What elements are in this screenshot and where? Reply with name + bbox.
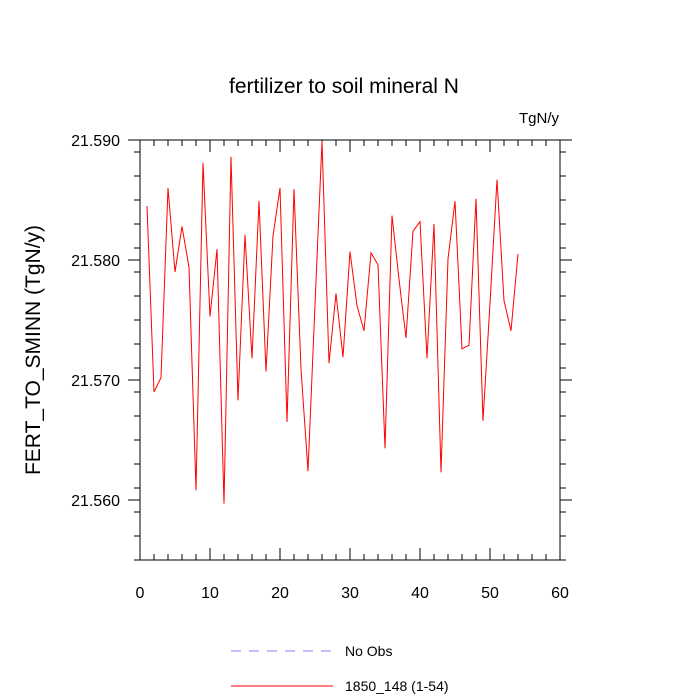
- y-axis-label: FERT_TO_SMINN (TgN/y): [22, 225, 45, 475]
- legend: No Obs 1850_148 (1-54): [231, 643, 449, 694]
- plot-frame: [139, 139, 561, 561]
- axis-ticks: 0 10 20 30 40 50 60 21.560 21.570 21.580 21.590: [71, 133, 572, 602]
- x-tick-label: 30: [341, 585, 359, 602]
- x-tick-label: 40: [411, 585, 429, 602]
- x-tick-label: 10: [201, 585, 219, 602]
- units-label: TgN/y: [519, 110, 560, 127]
- legend-label: No Obs: [345, 643, 392, 659]
- series-line: [146, 141, 519, 504]
- chart-title: fertilizer to soil mineral N: [229, 75, 459, 98]
- x-tick-label: 0: [136, 585, 145, 602]
- y-tick-label: 21.570: [71, 373, 120, 390]
- x-tick-label: 50: [481, 585, 499, 602]
- series-layer: [146, 141, 519, 504]
- y-tick-label: 21.560: [71, 493, 120, 510]
- y-tick-label: 21.590: [71, 133, 120, 150]
- x-tick-label: 20: [271, 585, 289, 602]
- x-tick-label: 60: [551, 585, 569, 602]
- y-tick-label: 21.580: [71, 253, 120, 270]
- legend-label: 1850_148 (1-54): [345, 678, 449, 694]
